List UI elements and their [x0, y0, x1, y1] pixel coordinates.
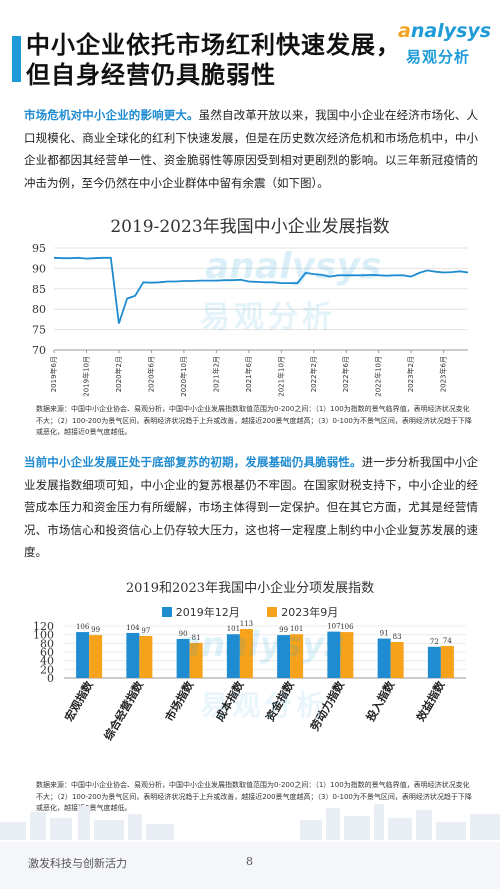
bar-2019	[176, 639, 190, 678]
bar-value-label: 91	[380, 630, 389, 638]
x-category-label: 效益指数	[413, 678, 448, 724]
bar-2019	[76, 632, 90, 678]
y-tick-label: 60	[40, 646, 54, 659]
x-category-label: 成本指数	[212, 678, 247, 724]
y-tick-label: 80	[32, 303, 46, 316]
x-tick-label: 2022年10月	[374, 356, 383, 397]
bar-value-label: 83	[393, 633, 402, 641]
bar-value-label: 99	[91, 626, 100, 634]
x-tick-label: 2023年2月	[406, 356, 415, 392]
city-skyline-decoration	[0, 804, 500, 840]
footer-band	[0, 842, 500, 889]
y-tick-label: 120	[33, 620, 54, 633]
x-tick-label: 2021年10月	[276, 356, 285, 397]
x-tick-label: 2019年10月	[81, 356, 90, 397]
bar-2019	[226, 634, 240, 678]
y-tick-label: 70	[32, 344, 46, 357]
bar-2023	[290, 634, 304, 678]
x-tick-label: 2020年10月	[179, 356, 188, 397]
x-tick-label: 2023年6月	[439, 356, 448, 392]
legend-swatch-2023	[267, 607, 278, 617]
x-category-label: 市场指数	[162, 678, 197, 724]
bar-2023	[189, 642, 203, 678]
y-tick-label: 20	[40, 663, 54, 676]
bar-2019	[377, 638, 391, 678]
y-tick-label: 0	[47, 672, 54, 685]
bar-value-label: 97	[141, 627, 150, 635]
x-tick-label: 2020年6月	[146, 356, 155, 392]
bar-value-label: 106	[76, 623, 90, 631]
y-tick-label: 40	[40, 655, 54, 668]
legend-label-2019: 2019年12月	[175, 606, 240, 619]
series-line	[53, 256, 469, 324]
chart1-source-note: 数据来源：中国中小企业协会、易观分析，中国中小企业发展指数取值范围为0-200之…	[36, 405, 472, 436]
x-tick-label: 2022年2月	[309, 356, 318, 392]
x-category-label: 资金指数	[263, 678, 298, 724]
bar-value-label: 81	[192, 634, 201, 642]
legend-item-2023: 2023年9月	[267, 604, 338, 620]
y-tick-label: 75	[32, 324, 46, 337]
y-tick-label: 90	[32, 262, 46, 275]
section2-paragraph: 当前中小企业发展正处于底部复苏的初期，发展基础仍具脆弱性。进一步分析我国中小企业…	[24, 451, 478, 564]
x-category-label: 劳动力指数	[307, 678, 347, 733]
analysys-logo: analysys 易观分析	[398, 20, 491, 68]
logo-en-rest: nalysys	[410, 20, 492, 42]
bar-value-label: 101	[227, 625, 240, 633]
bar-value-label: 99	[279, 626, 288, 634]
y-tick-label: 85	[32, 283, 46, 296]
bar-2019	[277, 635, 291, 678]
x-tick-label: 2019年6月	[49, 356, 58, 392]
logo-en: analysys	[398, 20, 491, 42]
x-tick-label: 2020年2月	[114, 356, 123, 392]
bar-value-label: 72	[430, 638, 439, 646]
bar-value-label: 107	[327, 623, 340, 631]
legend-swatch-2019	[161, 607, 172, 617]
section2-body: 进一步分析我国中小企业发展指数细项可知，中小企业的复苏根基仍不牢固。在国家财税支…	[24, 455, 479, 559]
logo-cn: 易观分析	[406, 48, 471, 66]
page-title: 中小企业依托市场红利快速发展， 但自身经营仍具脆弱性	[26, 30, 416, 90]
x-tick-label: 2021年2月	[211, 356, 220, 392]
y-tick-label: 100	[33, 629, 54, 642]
section1-lead: 市场危机对中小企业的影响更大。	[24, 108, 199, 122]
logo-en-accent: a	[398, 20, 411, 42]
bar-2023	[340, 632, 354, 678]
y-tick-label: 80	[40, 637, 54, 650]
bar-2019	[427, 646, 441, 678]
x-tick-label: 2021年6月	[244, 356, 253, 392]
bar-2023	[239, 629, 253, 678]
bar-value-label: 101	[290, 625, 303, 633]
legend-item-2019: 2019年12月	[161, 604, 240, 620]
x-category-label: 宏观指数	[62, 678, 97, 724]
legend-label-2023: 2023年9月	[281, 606, 339, 619]
chart2-title: 2019和2023年我国中小企业分项发展指数	[125, 581, 375, 596]
bar-2023	[139, 635, 153, 678]
bar-2023	[89, 635, 103, 678]
bar-value-label: 74	[443, 637, 452, 645]
x-category-label: 投入指数	[363, 678, 398, 724]
chart1-title: 2019-2023年我国中小企业发展指数	[110, 217, 390, 237]
page-number: 8	[246, 855, 253, 868]
bar-value-label: 106	[340, 623, 354, 631]
line-chart: 70 75 80 85 90 95 2019年6月 2019年10月 2020年2月 2020年6…	[32, 242, 469, 397]
section1-body: 虽然自改革开放以来，我国中小企业在经济市场化、人口规模化、商业全球化的红利下快速…	[24, 108, 478, 190]
x-tick-label: 2022年6月	[341, 356, 350, 392]
section1-paragraph: 市场危机对中小企业的影响更大。虽然自改革开放以来，我国中小企业在经济市场化、人口…	[24, 104, 478, 194]
bar-2019	[126, 632, 140, 678]
bar-value-label: 104	[126, 624, 140, 632]
y-tick-label: 95	[32, 242, 46, 255]
title-accent-bar	[12, 36, 21, 82]
bar-value-label: 90	[179, 630, 188, 638]
bar-value-label: 113	[240, 620, 253, 628]
footer-text: 激发科技与创新活力	[28, 857, 127, 870]
chart2-legend: 2019年12月 2023年9月	[0, 604, 500, 620]
x-category-label: 综合经营指数	[101, 678, 147, 743]
page-title-line2: 但自身经营仍具脆弱性	[26, 61, 276, 89]
bar-2023	[440, 645, 454, 678]
bar-2019	[327, 631, 341, 678]
page-title-line1: 中小企业依托市场红利快速发展，	[26, 31, 401, 59]
section2-lead: 当前中小企业发展正处于底部复苏的初期，发展基础仍具脆弱性。	[24, 455, 362, 469]
bar-2023	[390, 642, 404, 678]
